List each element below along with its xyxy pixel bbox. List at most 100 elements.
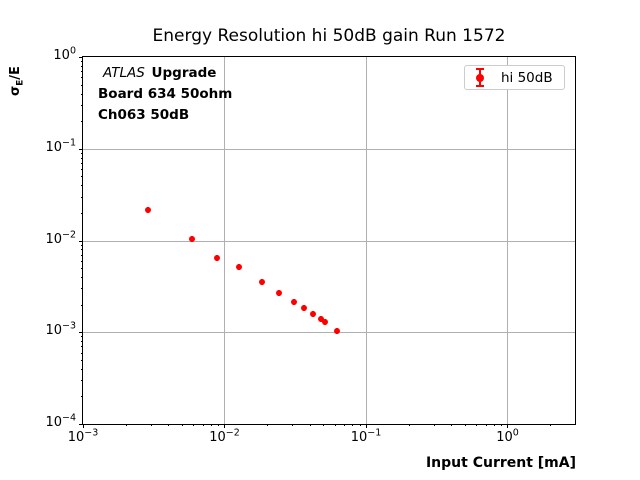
x-minor-tick <box>408 424 410 426</box>
x-major-tick <box>365 424 367 428</box>
y-tick-label: 10−4 <box>45 412 76 430</box>
y-minor-tick <box>81 288 83 290</box>
y-minor-tick <box>81 254 83 256</box>
y-gridline <box>83 240 575 242</box>
y-minor-tick <box>81 277 83 278</box>
x-minor-tick <box>485 424 487 426</box>
y-minor-tick <box>81 162 83 164</box>
y-minor-tick <box>81 396 83 398</box>
y-major-tick <box>79 332 83 334</box>
y-tick-label: 10−3 <box>45 320 76 339</box>
annotation-block: ATLAS Upgrade Board 634 50ohm Ch063 50dB <box>98 63 232 126</box>
data-point <box>309 311 316 318</box>
data-point <box>333 327 340 334</box>
data-point <box>317 315 324 322</box>
y-minor-tick <box>81 176 83 178</box>
x-minor-tick <box>150 424 152 426</box>
x-tick-label: 10−2 <box>209 427 240 445</box>
y-minor-tick <box>81 196 83 198</box>
errorbar-marker-icon <box>465 68 495 87</box>
x-minor-tick <box>493 424 495 426</box>
x-minor-tick <box>451 424 453 426</box>
x-tick-label: 100 <box>496 427 519 445</box>
y-minor-tick <box>81 61 83 63</box>
annotation-upgrade: Upgrade <box>151 65 217 81</box>
y-axis-label-subscript: E <box>15 79 26 86</box>
x-minor-tick <box>359 424 361 426</box>
x-minor-tick <box>181 424 183 426</box>
data-point <box>322 319 329 326</box>
x-minor-tick <box>464 424 466 426</box>
y-major-tick <box>79 424 83 425</box>
x-tick-label: 10−1 <box>350 427 382 445</box>
x-minor-tick <box>292 424 293 426</box>
y-major-tick <box>79 240 83 242</box>
y-minor-tick <box>81 380 83 382</box>
y-minor-tick <box>81 169 83 171</box>
x-minor-tick <box>309 424 311 426</box>
x-major-tick <box>83 424 84 428</box>
x-minor-tick <box>433 424 435 426</box>
y-major-tick <box>79 57 83 58</box>
y-minor-tick <box>81 368 83 370</box>
y-minor-tick <box>81 104 83 106</box>
y-minor-tick <box>81 71 83 73</box>
x-minor-tick <box>125 424 127 426</box>
x-minor-tick <box>501 424 502 426</box>
y-gridline <box>83 332 575 334</box>
y-minor-tick <box>81 157 83 159</box>
y-minor-tick <box>81 249 83 251</box>
y-tick-label: 10−2 <box>45 229 76 247</box>
y-minor-tick <box>81 336 83 338</box>
annotation-line-2: Board 634 50ohm <box>98 86 233 102</box>
y-axis-label-sigma: σ <box>8 85 23 96</box>
x-major-tick <box>224 424 226 428</box>
annotation-line-1: ATLAS Upgrade <box>98 63 232 84</box>
y-minor-tick <box>81 84 83 86</box>
y-tick-label: 10−1 <box>45 137 76 155</box>
x-minor-tick <box>352 424 354 426</box>
y-minor-tick <box>81 268 83 270</box>
y-minor-tick <box>81 212 83 214</box>
x-major-tick <box>507 424 509 428</box>
y-axis-label: σE/E <box>8 66 26 96</box>
x-minor-tick <box>267 424 269 426</box>
x-minor-tick <box>193 424 195 426</box>
data-point <box>145 206 152 213</box>
y-minor-tick <box>81 65 83 67</box>
annotation-line-3: Ch063 50dB <box>98 107 190 123</box>
y-minor-tick <box>81 352 83 354</box>
data-point <box>275 289 282 296</box>
y-minor-tick <box>81 244 83 246</box>
x-minor-tick <box>202 424 204 426</box>
y-axis-label-rest: /E <box>8 66 23 80</box>
data-point <box>189 235 196 242</box>
y-gridline <box>83 148 575 150</box>
annotation-atlas: ATLAS <box>103 65 145 81</box>
x-axis-label: Input Current [mA] <box>425 455 576 471</box>
x-minor-tick <box>334 424 336 426</box>
x-minor-tick <box>476 424 478 426</box>
data-point <box>258 279 265 286</box>
y-minor-tick <box>81 346 83 348</box>
legend-label: hi 50dB <box>501 69 553 86</box>
y-minor-tick <box>81 341 83 343</box>
x-minor-tick <box>210 424 212 426</box>
legend: hi 50dB <box>464 65 565 90</box>
y-minor-tick <box>81 304 83 306</box>
plot-area: 10−3 10−2 10−1 100 100 10−1 10−2 10−3 10−4 <box>45 46 576 445</box>
data-point <box>213 254 220 261</box>
chart-title: Energy Resolution hi 50dB gain Run 1572 <box>152 26 506 46</box>
y-minor-tick <box>81 77 83 79</box>
y-minor-tick <box>81 359 83 361</box>
x-minor-tick <box>550 424 552 426</box>
data-point <box>291 298 298 305</box>
y-minor-tick <box>81 93 83 95</box>
x-minor-tick <box>168 424 170 426</box>
data-point <box>300 304 307 311</box>
x-minor-tick <box>344 424 346 426</box>
y-tick-label: 100 <box>53 45 76 63</box>
data-point <box>235 263 242 270</box>
x-minor-tick <box>323 424 325 426</box>
